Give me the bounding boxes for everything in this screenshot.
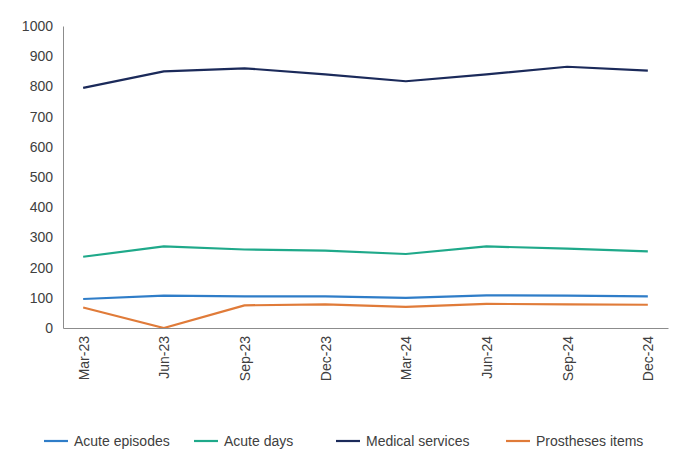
y-axis: 0 100 200 300 400 500 600 700 800 900 1000: [22, 18, 64, 336]
legend-item: Acute episodes: [44, 433, 170, 449]
series-line: [83, 295, 648, 299]
y-tick-label: 600: [30, 139, 54, 155]
x-tick-label: Dec-23: [318, 336, 334, 381]
lines: [83, 67, 648, 328]
x-axis: Mar-23 Jun-23 Sep-23 Dec-23 Mar-24 Jun-24 Sep-…: [64, 328, 669, 381]
legend-swatch: [506, 440, 530, 442]
legend: Acute episodes Acute days Medical services…: [44, 433, 643, 449]
x-tick-label: Sep-24: [560, 336, 576, 381]
y-axis-line: [63, 27, 64, 329]
legend-label: Acute days: [224, 433, 293, 449]
y-tick: 900: [30, 48, 63, 64]
y-tick: 400: [30, 199, 63, 215]
legend-swatch: [194, 440, 218, 442]
x-tick: Dec-23: [318, 328, 334, 381]
x-tick: Dec-24: [640, 328, 656, 381]
y-tick: 600: [30, 139, 63, 155]
y-tick: 500: [30, 169, 63, 185]
y-tick-label: 400: [30, 199, 54, 215]
x-tick: Jun-23: [156, 328, 172, 379]
x-tick-label: Jun-23: [156, 336, 172, 379]
y-tick: 200: [30, 260, 63, 276]
series-line: [83, 246, 648, 256]
x-tick-label: Mar-24: [398, 336, 414, 381]
x-tick: Jun-24: [479, 328, 495, 379]
plot: 0 100 200 300 400 500 600 700 800 900 1000 Mar-23 Ju…: [22, 18, 669, 381]
x-tick-label: Dec-24: [640, 336, 656, 381]
x-tick-label: Sep-23: [237, 336, 253, 381]
x-tick: Sep-23: [237, 328, 253, 381]
y-tick-label: 0: [45, 320, 53, 336]
y-tick-label: 1000: [22, 18, 53, 34]
series-line: [83, 304, 648, 328]
legend-label: Prostheses items: [536, 433, 643, 449]
x-axis-line: [64, 328, 669, 329]
y-tick-label: 300: [30, 229, 54, 245]
y-tick: 100: [30, 290, 63, 306]
x-tick: Mar-24: [398, 328, 414, 380]
y-tick: 1000: [22, 18, 63, 34]
series-line: [83, 67, 648, 88]
x-tick: Mar-23: [76, 328, 92, 380]
legend-swatch: [44, 440, 68, 442]
x-tick-label: Jun-24: [479, 336, 495, 379]
legend-swatch: [336, 440, 360, 442]
y-tick: 700: [30, 109, 63, 125]
y-tick-label: 700: [30, 109, 54, 125]
y-tick-label: 800: [30, 78, 54, 94]
legend-label: Medical services: [366, 433, 469, 449]
y-tick-label: 100: [30, 290, 54, 306]
legend-item: Prostheses items: [506, 433, 643, 449]
y-tick: 0: [45, 320, 63, 336]
x-tick-label: Mar-23: [76, 336, 92, 381]
chart: 0 100 200 300 400 500 600 700 800 900 1000 Mar-23 Ju…: [0, 0, 681, 475]
legend-label: Acute episodes: [74, 433, 170, 449]
x-tick: Sep-24: [560, 328, 576, 381]
y-tick-label: 900: [30, 48, 54, 64]
y-tick: 800: [30, 78, 63, 94]
y-tick: 300: [30, 229, 63, 245]
y-tick-label: 500: [30, 169, 54, 185]
legend-item: Medical services: [336, 433, 469, 449]
y-tick-label: 200: [30, 260, 54, 276]
legend-item: Acute days: [194, 433, 293, 449]
